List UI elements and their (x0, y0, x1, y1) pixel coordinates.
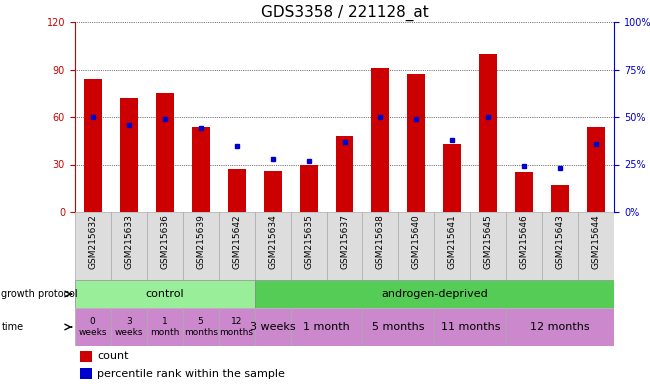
Bar (84, 79, 101, 212)
Bar (147, 308, 183, 346)
Text: GSM215645: GSM215645 (484, 214, 493, 269)
Text: GSM215639: GSM215639 (196, 214, 205, 269)
Bar (480, 54, 497, 212)
Bar (291, 308, 363, 346)
Bar (434, 308, 506, 346)
Text: GSM215636: GSM215636 (160, 214, 169, 269)
Bar (120, 98, 138, 212)
Text: count: count (98, 351, 129, 361)
Bar (147, 212, 183, 280)
Text: 5 months: 5 months (372, 322, 424, 332)
Bar (551, 185, 569, 212)
Bar (506, 308, 614, 346)
Text: GSM215640: GSM215640 (412, 214, 421, 269)
Text: 0
weeks: 0 weeks (79, 317, 107, 337)
Text: 5
months: 5 months (184, 317, 218, 337)
Text: GSM215637: GSM215637 (340, 214, 349, 269)
Bar (75, 212, 110, 280)
Bar (588, 126, 605, 212)
Text: 12 months: 12 months (530, 322, 590, 332)
Bar (183, 212, 218, 280)
Bar (111, 308, 147, 346)
Text: GSM215644: GSM215644 (592, 214, 601, 269)
Text: control: control (146, 289, 184, 299)
Bar (75, 308, 110, 346)
Bar (542, 212, 578, 280)
Bar (443, 144, 461, 212)
Text: time: time (1, 322, 23, 332)
Bar (434, 212, 471, 280)
Bar (80, 368, 92, 379)
Text: 3
weeks: 3 weeks (114, 317, 143, 337)
Text: 1 month: 1 month (303, 322, 350, 332)
Bar (75, 280, 255, 308)
Bar (227, 169, 246, 212)
Bar (218, 308, 255, 346)
Bar (363, 308, 434, 346)
Bar (408, 74, 426, 212)
Text: 3 weeks: 3 weeks (250, 322, 295, 332)
Text: GSM215635: GSM215635 (304, 214, 313, 269)
Bar (300, 164, 318, 212)
Bar (515, 172, 534, 212)
Text: GSM215641: GSM215641 (448, 214, 457, 269)
Text: GSM215634: GSM215634 (268, 214, 277, 269)
Text: GSM215646: GSM215646 (520, 214, 529, 269)
Bar (183, 308, 218, 346)
Text: 11 months: 11 months (441, 322, 500, 332)
Bar (80, 351, 92, 362)
Bar (578, 212, 614, 280)
Text: 1
month: 1 month (150, 317, 179, 337)
Bar (506, 212, 542, 280)
Text: GSM215643: GSM215643 (556, 214, 565, 269)
Bar (335, 136, 354, 212)
Bar (156, 93, 174, 212)
Title: GDS3358 / 221128_at: GDS3358 / 221128_at (261, 5, 428, 21)
Text: growth protocol: growth protocol (1, 289, 78, 299)
Bar (471, 212, 506, 280)
Bar (255, 308, 291, 346)
Bar (255, 280, 614, 308)
Bar (372, 68, 389, 212)
Bar (363, 212, 398, 280)
Text: 12
months: 12 months (220, 317, 254, 337)
Bar (111, 212, 147, 280)
Bar (264, 171, 281, 212)
Bar (192, 126, 209, 212)
Text: GSM215638: GSM215638 (376, 214, 385, 269)
Text: GSM215633: GSM215633 (124, 214, 133, 269)
Bar (255, 212, 291, 280)
Bar (218, 212, 255, 280)
Bar (291, 212, 326, 280)
Text: GSM215642: GSM215642 (232, 214, 241, 269)
Text: androgen-deprived: androgen-deprived (381, 289, 488, 299)
Text: GSM215632: GSM215632 (88, 214, 98, 269)
Bar (326, 212, 363, 280)
Bar (398, 212, 434, 280)
Text: percentile rank within the sample: percentile rank within the sample (98, 369, 285, 379)
